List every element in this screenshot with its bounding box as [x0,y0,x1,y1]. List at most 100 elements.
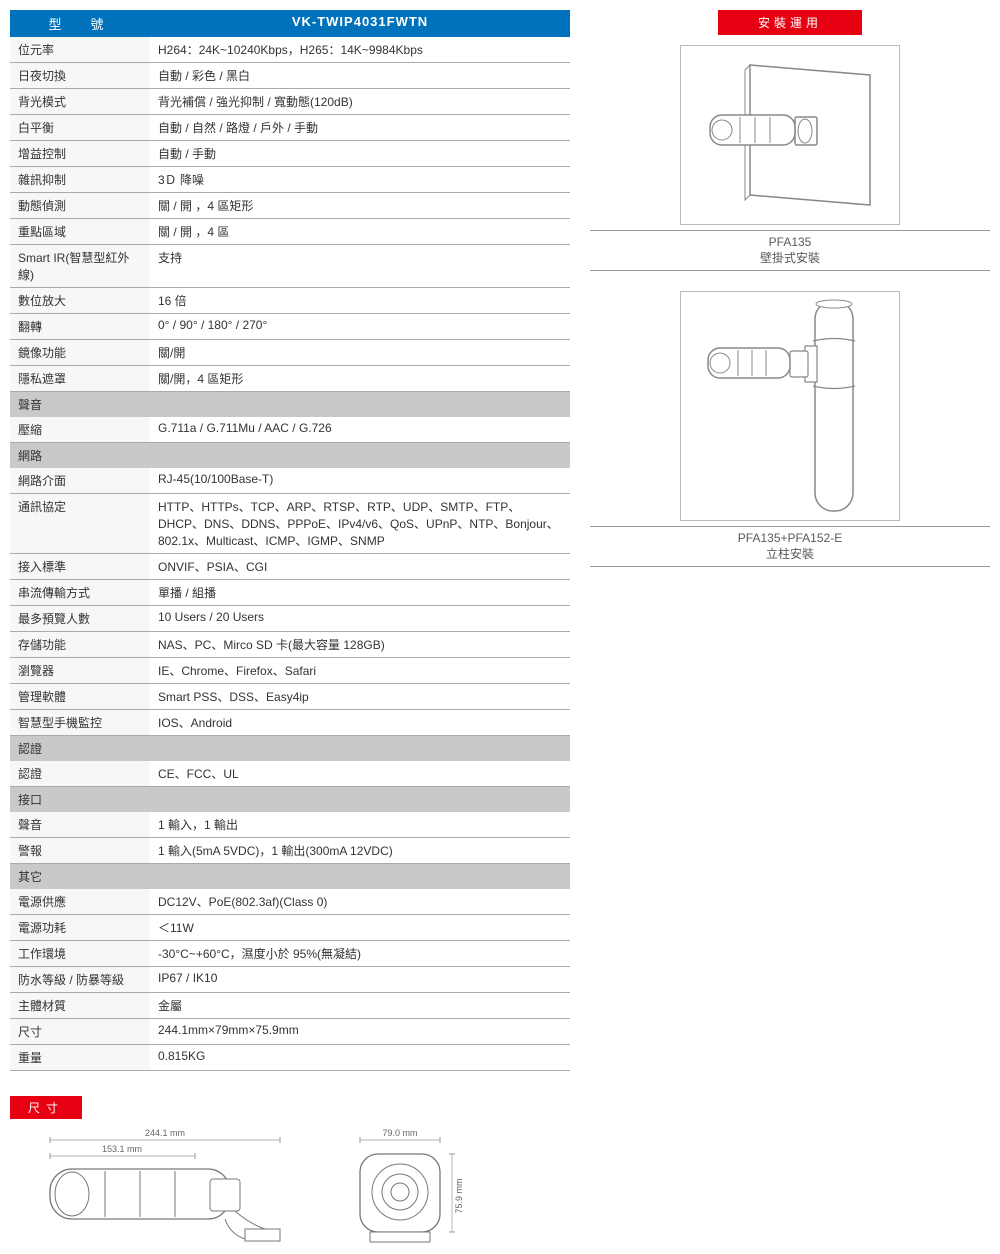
spec-key: 重量 [10,1045,150,1071]
spec-key: 電源供應 [10,889,150,915]
spec-val: 關 / 開 ，4 區矩形 [150,193,570,219]
table-row: 動態偵測關 / 開 ，4 區矩形 [10,193,570,219]
spec-val: -30°C~+60°C，濕度小於 95%(無凝結) [150,941,570,967]
spec-key: 翻轉 [10,314,150,340]
spec-key: 壓縮 [10,417,150,443]
spec-val: 單播 / 組播 [150,580,570,606]
spec-key: 動態偵測 [10,193,150,219]
spec-key: 電源功耗 [10,915,150,941]
side-view-drawing: 244.1 mm 153.1 mm [10,1124,310,1254]
spec-key: 認證 [10,761,150,787]
table-row: 工作環境-30°C~+60°C，濕度小於 95%(無凝結) [10,941,570,967]
spec-val: 關 / 開 ，4 區 [150,219,570,245]
install-sub-2: 立柱安裝 [590,545,990,562]
spec-val: IOS、Android [150,710,570,736]
section-row: 其它 [10,864,570,890]
spec-val: 10 Users / 20 Users [150,606,570,632]
spec-key: 接入標準 [10,554,150,580]
spec-key: 雜訊抑制 [10,167,150,193]
table-row: 串流傳輸方式單播 / 組播 [10,580,570,606]
table-row: 位元率H264：24K~10240Kbps，H265：14K~9984Kbps [10,37,570,63]
table-row: 管理軟體Smart PSS、DSS、Easy4ip [10,684,570,710]
table-row: 鏡像功能關/開 [10,340,570,366]
spec-key: 管理軟體 [10,684,150,710]
spec-key: 最多預覽人數 [10,606,150,632]
dim-header: 尺寸 [10,1096,82,1119]
install-title-1: PFA135 [590,235,990,249]
table-row: 最多預覽人數10 Users / 20 Users [10,606,570,632]
table-row: 電源供應DC12V、PoE(802.3af)(Class 0) [10,889,570,915]
table-row: 網路介面RJ-45(10/100Base-T) [10,468,570,494]
spec-key: 串流傳輸方式 [10,580,150,606]
table-row: 通訊協定HTTP、HTTPs、TCP、ARP、RTSP、RTP、UDP、SMTP… [10,494,570,554]
table-row: 認證CE、FCC、UL [10,761,570,787]
table-row: 防水等級 / 防暴等級IP67 / IK10 [10,967,570,993]
table-row: 雜訊抑制3Ｄ 降噪 [10,167,570,193]
spec-key: 智慧型手機監控 [10,710,150,736]
table-row: 數位放大16 倍 [10,288,570,314]
spec-val: 16 倍 [150,288,570,314]
model-header: 型 號 [10,10,150,37]
spec-key: 鏡像功能 [10,340,150,366]
install-pole: PFA135+PFA152-E 立柱安裝 [590,291,990,567]
table-row: 聲音1 輸入，1 輸出 [10,812,570,838]
spec-key: 背光模式 [10,89,150,115]
spec-val: 3Ｄ 降噪 [150,167,570,193]
product-code: VK-TWIP4031FWTN [150,10,570,37]
section-label: 其它 [10,864,570,890]
table-row: 增益控制自動 / 手動 [10,141,570,167]
front-view-drawing: 79.0 mm 75.9 mm [340,1124,480,1254]
spec-val: Smart PSS、DSS、Easy4ip [150,684,570,710]
spec-val: 關/開 [150,340,570,366]
table-row: 存儲功能NAS、PC、Mirco SD 卡(最大容量 128GB) [10,632,570,658]
spec-val: 0.815KG [150,1045,570,1071]
spec-table: 位元率H264：24K~10240Kbps，H265：14K~9984Kbps日… [10,37,570,1071]
svg-text:153.1 mm: 153.1 mm [102,1144,142,1154]
spec-val: 自動 / 自然 / 路燈 / 戶外 / 手動 [150,115,570,141]
spec-key: 尺寸 [10,1019,150,1045]
install-title-2: PFA135+PFA152-E [590,531,990,545]
spec-val: 支持 [150,245,570,288]
spec-val: NAS、PC、Mirco SD 卡(最大容量 128GB) [150,632,570,658]
spec-key: 通訊協定 [10,494,150,554]
table-row: 隱私遮罩關/開，4 區矩形 [10,366,570,392]
install-panel: 安裝運用 PFA135 壁掛式安裝 [590,10,990,1071]
spec-val: 自動 / 彩色 / 黑白 [150,63,570,89]
spec-val: G.711a / G.711Mu / AAC / G.726 [150,417,570,443]
spec-key: 增益控制 [10,141,150,167]
table-row: 日夜切換自動 / 彩色 / 黑白 [10,63,570,89]
table-row: 智慧型手機監控IOS、Android [10,710,570,736]
spec-val: 244.1mm×79mm×75.9mm [150,1019,570,1045]
table-row: Smart IR(智慧型紅外線)支持 [10,245,570,288]
spec-key: 警報 [10,838,150,864]
svg-text:244.1 mm: 244.1 mm [145,1128,185,1138]
table-row: 尺寸244.1mm×79mm×75.9mm [10,1019,570,1045]
spec-val: 0° / 90° / 180° / 270° [150,314,570,340]
table-row: 重量0.815KG [10,1045,570,1071]
section-row: 網路 [10,443,570,469]
spec-val: 自動 / 手動 [150,141,570,167]
table-row: 背光模式背光補償 / 強光抑制 / 寬動態(120dB) [10,89,570,115]
table-row: 壓縮G.711a / G.711Mu / AAC / G.726 [10,417,570,443]
spec-val: IE、Chrome、Firefox、Safari [150,658,570,684]
spec-key: 瀏覽器 [10,658,150,684]
dimensions-section: 尺寸 244.1 mm 153.1 mm 79.0 mm [0,1096,1000,1254]
install-sub-1: 壁掛式安裝 [590,249,990,266]
svg-text:79.0 mm: 79.0 mm [382,1128,417,1138]
spec-table-area: 型 號 VK-TWIP4031FWTN 位元率H264：24K~10240Kbp… [10,10,570,1071]
spec-key: 重點區域 [10,219,150,245]
spec-val: ＜11W [150,915,570,941]
spec-key: 網路介面 [10,468,150,494]
spec-val: DC12V、PoE(802.3af)(Class 0) [150,889,570,915]
spec-key: 主體材質 [10,993,150,1019]
spec-key: 隱私遮罩 [10,366,150,392]
table-row: 警報1 輸入(5mA 5VDC)，1 輸出(300mA 12VDC) [10,838,570,864]
install-header: 安裝運用 [718,10,862,35]
spec-key: 日夜切換 [10,63,150,89]
spec-val: RJ-45(10/100Base-T) [150,468,570,494]
spec-key: 存儲功能 [10,632,150,658]
table-row: 白平衡自動 / 自然 / 路燈 / 戶外 / 手動 [10,115,570,141]
spec-key: Smart IR(智慧型紅外線) [10,245,150,288]
spec-val: 金屬 [150,993,570,1019]
wall-mount-icon [690,55,890,215]
